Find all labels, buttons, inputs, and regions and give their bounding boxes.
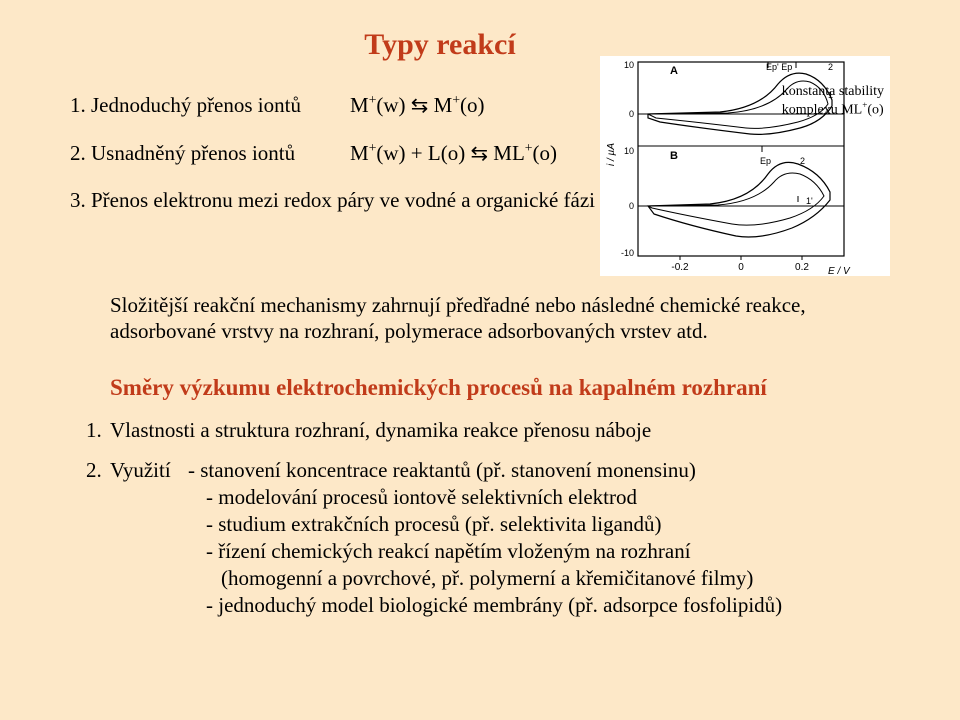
- equation-1: M+(w) ⇆ M+(o): [350, 92, 485, 118]
- svg-text:i / µA: i / µA: [606, 143, 617, 166]
- svg-text:1': 1': [806, 196, 813, 206]
- svg-text:2: 2: [828, 62, 833, 72]
- list-item-2: 2.Využití- stanovení koncentrace reaktan…: [86, 457, 890, 618]
- svg-text:0: 0: [629, 109, 634, 119]
- cv-figure: 10 0 10 0 -10 -0.2 0 0.2 E / V i / µA A …: [600, 56, 890, 276]
- label-1: Jednoduchý přenos iontů: [91, 93, 301, 117]
- label-3: Přenos elektronu mezi redox páry ve vodn…: [91, 188, 595, 212]
- num-2: 2.: [70, 141, 86, 165]
- svg-text:0: 0: [629, 201, 634, 211]
- svg-text:-0.2: -0.2: [671, 262, 689, 273]
- top-area: 1. Jednoduchý přenos iontů M+(w) ⇆ M+(o)…: [70, 92, 890, 292]
- svg-text:-10: -10: [621, 248, 634, 258]
- page-title: Typy reakcí: [330, 28, 550, 62]
- num-1: 1.: [70, 93, 86, 117]
- svg-text:0: 0: [738, 262, 744, 273]
- svg-text:Ep: Ep: [760, 156, 771, 166]
- svg-text:Ep' Ep: Ep' Ep: [766, 62, 792, 72]
- subheading: Směry výzkumu elektrochemických procesů …: [110, 375, 890, 401]
- paragraph-mechanisms: Složitější reakční mechanismy zahrnují p…: [110, 292, 890, 345]
- num-3: 3.: [70, 188, 86, 212]
- label-2: Usnadněný přenos iontů: [91, 141, 295, 165]
- svg-text:0.2: 0.2: [795, 262, 809, 273]
- svg-text:B: B: [670, 150, 678, 162]
- svg-text:A: A: [670, 65, 678, 77]
- equation-2: M+(w) + L(o) ⇆ ML+(o): [350, 140, 557, 166]
- svg-text:10: 10: [624, 146, 634, 156]
- svg-text:E / V: E / V: [828, 266, 851, 276]
- list-item-1: 1.Vlastnosti a struktura rozhraní, dynam…: [86, 417, 890, 444]
- figure-annotation: konstanta stability komplexu ML+(o): [782, 84, 884, 119]
- svg-text:10: 10: [624, 60, 634, 70]
